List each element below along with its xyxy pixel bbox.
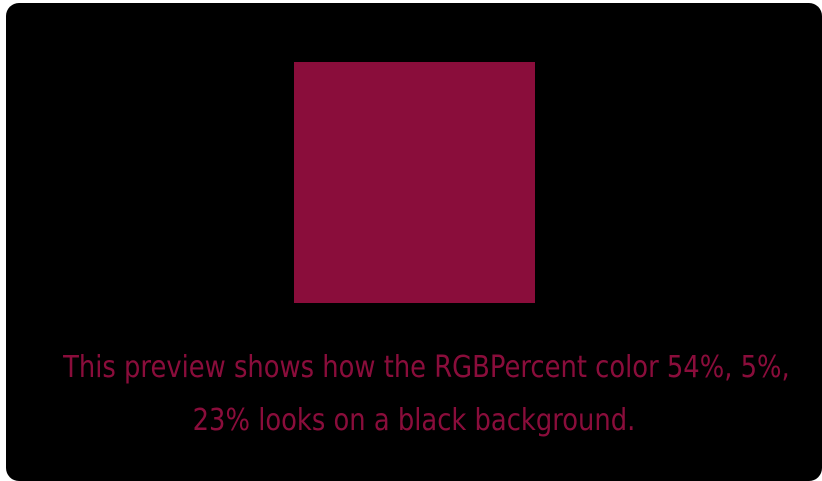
- caption-line-2: 23% looks on a black background.: [192, 403, 636, 438]
- preview-caption: This preview shows how the RGBPercent co…: [63, 341, 790, 447]
- color-preview-panel: This preview shows how the RGBPercent co…: [6, 3, 822, 481]
- color-swatch: [294, 62, 535, 303]
- caption-line-1: This preview shows how the RGBPercent co…: [63, 350, 790, 385]
